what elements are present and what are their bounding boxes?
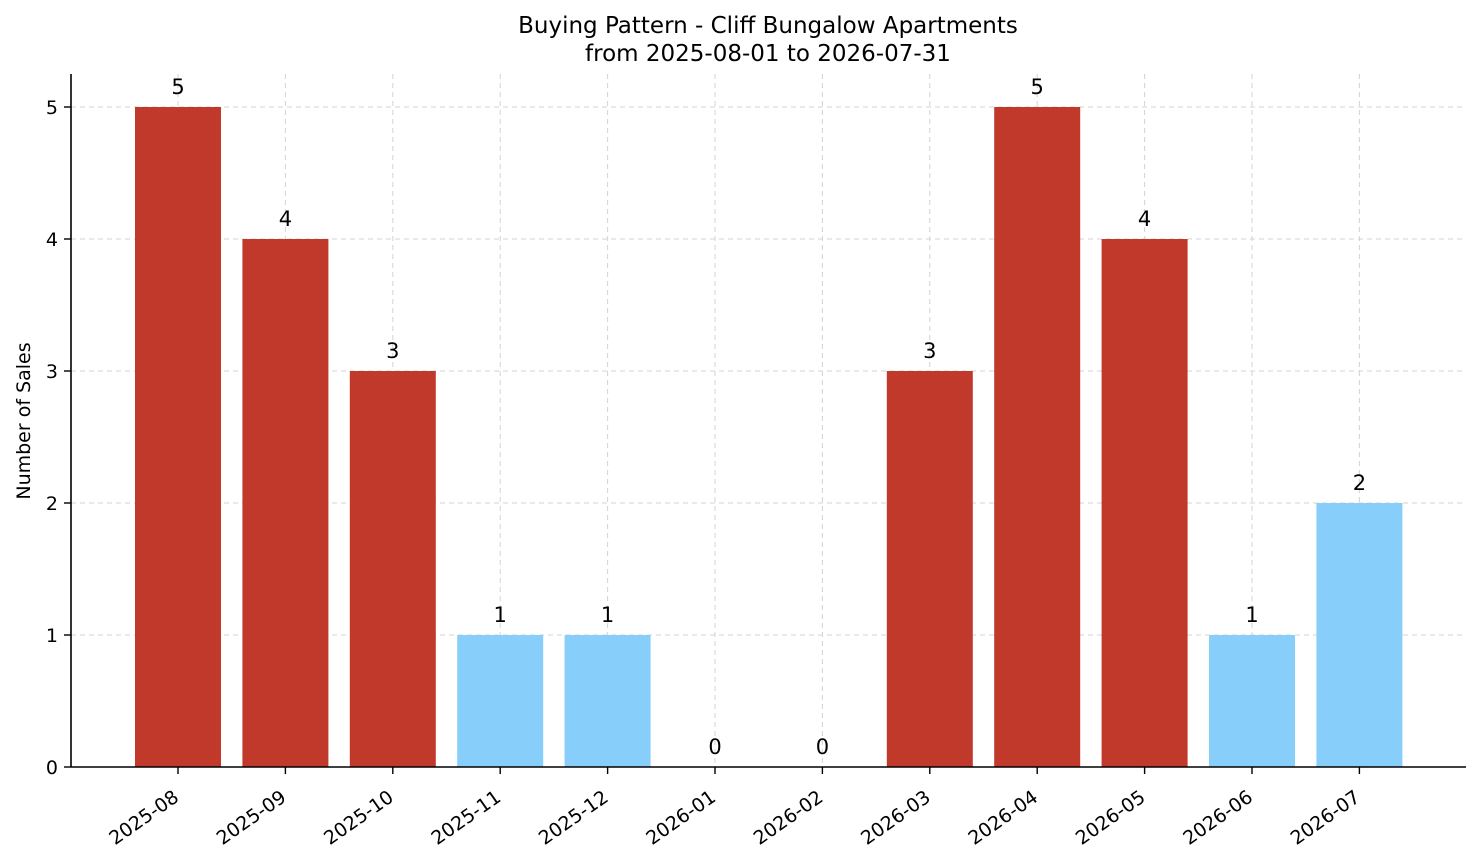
- value-label-2026-03: 3: [923, 339, 936, 363]
- bar-2026-04: [994, 107, 1081, 767]
- x-tick-label-2025-09: 2025-09: [213, 786, 291, 850]
- value-label-2025-08: 5: [171, 75, 184, 99]
- x-tick-label-2026-07: 2026-07: [1287, 786, 1365, 850]
- y-tick-label: 3: [46, 361, 58, 383]
- bar-2025-10: [349, 371, 436, 767]
- x-tick-label-2026-03: 2026-03: [857, 786, 935, 850]
- value-label-2025-09: 4: [279, 207, 292, 231]
- value-label-2026-02: 0: [816, 735, 829, 759]
- axes-layer: [64, 74, 1466, 774]
- x-tick-label-2026-04: 2026-04: [964, 786, 1042, 850]
- value-label-2026-04: 5: [1031, 75, 1044, 99]
- x-tick-label-2026-06: 2026-06: [1179, 786, 1257, 850]
- bar-2026-03: [886, 371, 973, 767]
- chart-subtitle: from 2025-08-01 to 2026-07-31: [585, 41, 951, 67]
- x-tick-label-2026-01: 2026-01: [642, 786, 720, 850]
- bar-2025-12: [564, 635, 651, 767]
- bar-2025-09: [242, 239, 329, 767]
- value-label-2026-07: 2: [1353, 471, 1366, 495]
- bar-2025-08: [135, 107, 221, 767]
- value-label-2025-12: 1: [601, 603, 614, 627]
- bar-2026-05: [1101, 239, 1188, 767]
- value-label-2025-11: 1: [494, 603, 507, 627]
- y-tick-label: 4: [46, 229, 58, 251]
- value-label-2026-06: 1: [1245, 603, 1258, 627]
- value-label-2026-01: 0: [708, 735, 721, 759]
- y-tick-label: 5: [46, 97, 58, 119]
- bar-2025-11: [457, 635, 544, 767]
- x-tick-label-2025-10: 2025-10: [320, 786, 398, 850]
- y-tick-label: 1: [46, 625, 58, 647]
- y-axis-label: Number of Sales: [13, 342, 35, 499]
- bar-2026-07: [1316, 503, 1403, 767]
- chart-title: Buying Pattern - Cliff Bungalow Apartmen…: [518, 13, 1018, 39]
- y-tick-label: 2: [46, 493, 58, 515]
- x-tick-label-2025-12: 2025-12: [535, 786, 613, 850]
- value-label-2025-10: 3: [386, 339, 399, 363]
- x-tick-label-2025-11: 2025-11: [427, 786, 505, 850]
- value-label-2026-05: 4: [1138, 207, 1151, 231]
- x-tick-label-2025-08: 2025-08: [105, 786, 183, 850]
- x-tick-label-2026-05: 2026-05: [1072, 786, 1150, 850]
- bar-2026-06: [1209, 635, 1295, 767]
- x-tick-label-2026-02: 2026-02: [750, 786, 828, 850]
- y-tick-label: 0: [46, 757, 58, 779]
- bars-layer: [135, 107, 1403, 767]
